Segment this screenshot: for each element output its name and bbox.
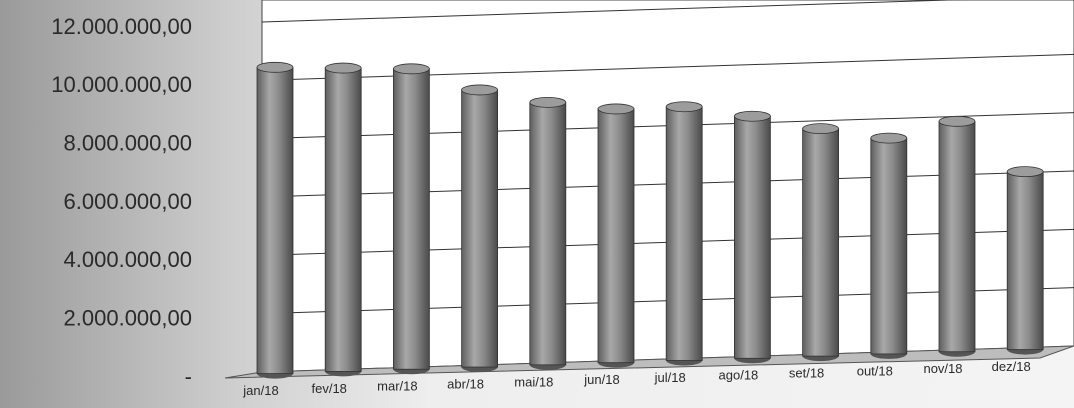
y-tick-label: 12.000.000,00 — [51, 14, 192, 39]
bar-body — [665, 106, 703, 361]
bar — [324, 62, 362, 377]
x-tick-label: dez/18 — [992, 359, 1031, 374]
bar — [870, 132, 908, 359]
x-tick-label: out/18 — [857, 363, 893, 378]
y-tick-label: 10.000.000,00 — [51, 72, 192, 97]
x-tick-label: ago/18 — [719, 368, 759, 383]
bar-body — [870, 137, 908, 355]
bar — [938, 115, 976, 357]
bar — [665, 101, 703, 366]
bar-top — [1006, 166, 1044, 178]
bar-body — [734, 115, 771, 359]
x-tick-label: jan/18 — [242, 383, 278, 398]
bar — [392, 63, 430, 375]
bar-top — [938, 115, 976, 127]
y-tick-label: - — [185, 364, 192, 389]
bar-top — [256, 61, 294, 73]
y-tick-label: 6.000.000,00 — [64, 189, 192, 214]
bar-top — [802, 123, 839, 135]
bar — [1006, 166, 1044, 355]
x-tick-label: mar/18 — [377, 379, 417, 394]
x-tick-label: jun/18 — [583, 372, 619, 387]
grid-line — [261, 0, 965, 23]
bar — [256, 61, 294, 379]
bar-top — [461, 84, 499, 96]
bar-body — [597, 108, 635, 364]
bar — [597, 103, 635, 368]
bar-top — [324, 62, 362, 74]
bar — [461, 84, 499, 373]
bar-top — [597, 103, 635, 115]
bar-body — [392, 68, 430, 370]
bar-top — [734, 110, 771, 122]
bar — [802, 123, 839, 362]
x-tick-label: set/18 — [789, 366, 824, 381]
x-tick-label: mai/18 — [514, 374, 553, 389]
bar — [529, 96, 567, 370]
bar-top — [529, 96, 567, 108]
bar-top — [665, 101, 703, 113]
x-tick-label: abr/18 — [447, 376, 484, 391]
bar-top — [392, 63, 430, 75]
x-tick-label: fev/18 — [311, 381, 346, 396]
y-tick-label: 2.000.000,00 — [64, 305, 192, 330]
bar-body — [324, 67, 362, 372]
x-tick-label: nov/18 — [923, 361, 962, 376]
bar-body — [529, 101, 567, 366]
y-tick-label: 4.000.000,00 — [64, 247, 192, 272]
x-tick-label: jul/18 — [654, 370, 686, 385]
bar — [734, 110, 771, 364]
bar-body — [938, 120, 976, 353]
bar-body — [1006, 171, 1044, 350]
bar-body — [256, 66, 294, 374]
bar-top — [870, 132, 908, 144]
bar-body — [802, 128, 839, 357]
y-tick-label: 8.000.000,00 — [64, 130, 192, 155]
bar-body — [461, 89, 499, 368]
